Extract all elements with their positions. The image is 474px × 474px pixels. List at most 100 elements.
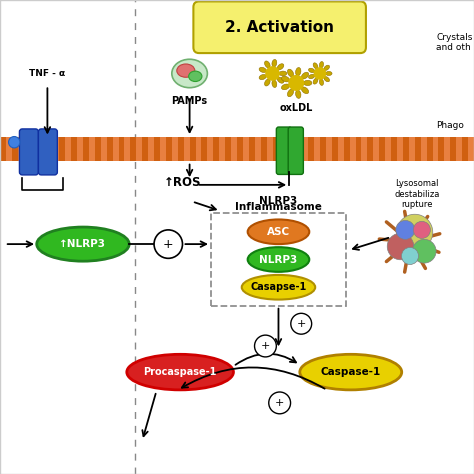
Text: Caspase-1: Caspase-1 xyxy=(320,367,381,377)
Circle shape xyxy=(412,239,436,263)
Bar xyxy=(415,137,420,161)
Bar xyxy=(456,137,462,161)
Circle shape xyxy=(397,214,433,250)
Bar xyxy=(130,137,137,161)
Bar xyxy=(18,137,24,161)
Text: 2. Activation: 2. Activation xyxy=(225,20,334,35)
Ellipse shape xyxy=(309,74,315,79)
Bar xyxy=(249,137,255,161)
Ellipse shape xyxy=(277,64,284,70)
Circle shape xyxy=(269,392,291,414)
Bar xyxy=(373,137,379,161)
Bar xyxy=(95,137,101,161)
Ellipse shape xyxy=(313,63,318,69)
Text: NLRP3: NLRP3 xyxy=(259,196,298,206)
Bar xyxy=(0,137,6,161)
Bar xyxy=(409,137,415,161)
Circle shape xyxy=(387,233,414,260)
Circle shape xyxy=(413,221,430,238)
Text: +: + xyxy=(275,398,284,408)
Bar xyxy=(24,137,29,161)
Ellipse shape xyxy=(301,87,309,94)
Text: ↑NLRP3: ↑NLRP3 xyxy=(59,239,107,249)
Bar xyxy=(47,137,53,161)
Text: NLRP3: NLRP3 xyxy=(259,255,298,264)
Bar xyxy=(314,137,320,161)
Bar xyxy=(332,137,337,161)
Bar xyxy=(154,137,160,161)
Bar xyxy=(403,137,409,161)
Text: Phago: Phago xyxy=(436,121,464,130)
Bar xyxy=(160,137,166,161)
Bar xyxy=(172,137,178,161)
Bar xyxy=(225,137,231,161)
Text: ASC: ASC xyxy=(267,227,290,237)
Bar xyxy=(444,137,450,161)
Bar xyxy=(337,137,344,161)
Bar xyxy=(326,137,332,161)
Circle shape xyxy=(9,137,20,148)
Bar xyxy=(397,137,403,161)
Bar xyxy=(118,137,124,161)
Ellipse shape xyxy=(319,62,324,68)
Bar xyxy=(255,137,261,161)
Bar xyxy=(284,137,290,161)
Text: +: + xyxy=(261,341,270,351)
Bar xyxy=(112,137,118,161)
Ellipse shape xyxy=(282,76,290,82)
Bar xyxy=(427,137,432,161)
Bar xyxy=(379,137,385,161)
Circle shape xyxy=(154,230,182,258)
Ellipse shape xyxy=(313,78,318,84)
Bar xyxy=(391,137,397,161)
Ellipse shape xyxy=(324,77,329,82)
Ellipse shape xyxy=(296,90,301,99)
Bar xyxy=(41,137,47,161)
Bar xyxy=(266,137,273,161)
Bar xyxy=(148,137,154,161)
Text: ↑ROS: ↑ROS xyxy=(164,176,201,189)
FancyBboxPatch shape xyxy=(38,129,57,175)
Ellipse shape xyxy=(272,59,277,67)
Ellipse shape xyxy=(287,69,293,77)
Ellipse shape xyxy=(264,61,270,68)
Bar xyxy=(344,137,349,161)
FancyBboxPatch shape xyxy=(193,1,366,53)
Bar xyxy=(166,137,172,161)
Bar xyxy=(124,137,130,161)
Bar xyxy=(207,137,213,161)
Bar xyxy=(243,137,249,161)
Bar xyxy=(89,137,95,161)
Text: Casapse-1: Casapse-1 xyxy=(250,282,307,292)
Bar xyxy=(231,137,237,161)
Circle shape xyxy=(266,67,279,80)
Ellipse shape xyxy=(326,72,332,75)
FancyBboxPatch shape xyxy=(19,129,38,175)
Bar xyxy=(211,213,346,306)
Ellipse shape xyxy=(282,84,290,90)
Bar xyxy=(320,137,326,161)
Text: PAMPs: PAMPs xyxy=(172,96,208,106)
Bar xyxy=(420,137,427,161)
Ellipse shape xyxy=(127,355,233,390)
Bar xyxy=(361,137,367,161)
Bar xyxy=(237,137,243,161)
Bar xyxy=(71,137,77,161)
Bar xyxy=(195,137,201,161)
Text: TNF - α: TNF - α xyxy=(29,69,65,78)
Text: Procaspase-1: Procaspase-1 xyxy=(144,367,217,377)
Bar xyxy=(350,137,356,161)
Bar xyxy=(213,137,219,161)
Bar xyxy=(59,137,65,161)
Bar xyxy=(219,137,225,161)
Ellipse shape xyxy=(303,81,312,86)
Bar xyxy=(65,137,71,161)
Circle shape xyxy=(401,247,419,264)
Ellipse shape xyxy=(272,80,277,88)
Text: oxLDL: oxLDL xyxy=(280,103,313,113)
Ellipse shape xyxy=(259,74,266,80)
Bar xyxy=(190,137,196,161)
Ellipse shape xyxy=(319,79,324,85)
Ellipse shape xyxy=(177,64,195,77)
Bar xyxy=(308,137,314,161)
